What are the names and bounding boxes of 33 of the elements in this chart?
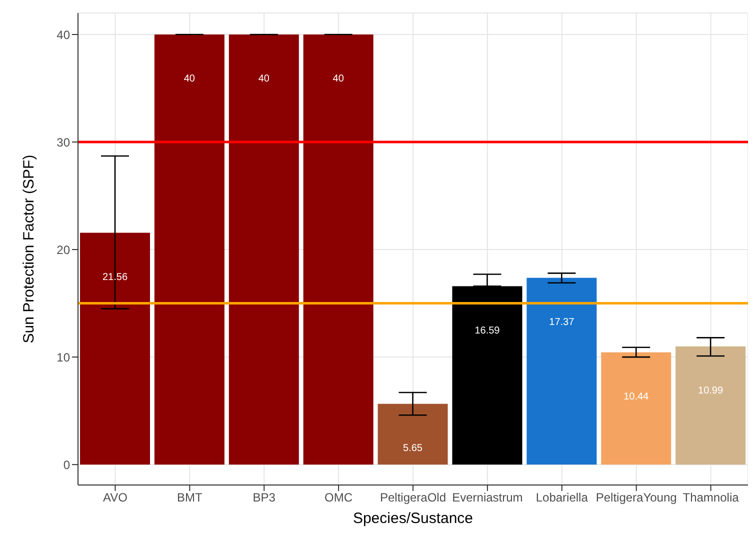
bar — [80, 232, 150, 465]
bar — [303, 34, 374, 465]
y-tick-label: 40 — [56, 28, 70, 42]
data-label: 40 — [258, 74, 270, 85]
x-tick-label: Everniastrum — [452, 490, 523, 505]
data-label: 17.37 — [549, 316, 575, 328]
x-axis-title: Species/Sustance — [352, 510, 474, 527]
x-tick-label: BMT — [176, 490, 203, 505]
bar — [378, 404, 448, 465]
y-tick-label: 30 — [56, 135, 70, 150]
y-tick-label: 0 — [63, 458, 70, 472]
data-label: 10.99 — [698, 386, 724, 397]
data-label: 40 — [332, 74, 344, 85]
data-label: 21.56 — [102, 272, 128, 283]
y-axis-title: Sun Protection Factor (SPF) — [20, 154, 38, 344]
bar — [601, 352, 672, 465]
x-tick-label: AVO — [102, 490, 128, 505]
x-tick-label: BP3 — [252, 490, 276, 505]
data-label: 10.44 — [624, 391, 650, 402]
data-label: 16.59 — [474, 325, 500, 336]
x-tick-label: OMC — [324, 490, 353, 505]
bar — [676, 346, 746, 465]
x-tick-label: PeltigeraYoung — [596, 490, 677, 505]
bar — [154, 34, 224, 465]
bar — [228, 34, 299, 465]
x-tick-label: Lobariella — [536, 490, 588, 505]
data-label: 5.65 — [403, 442, 423, 454]
y-tick-label: 20 — [56, 242, 70, 257]
x-tick-label: Thamnolia — [682, 490, 740, 505]
y-tick-label: 10 — [56, 350, 70, 364]
data-label: 40 — [184, 74, 196, 85]
x-tick-label: PeltigeraOld — [380, 490, 446, 505]
bar — [526, 278, 597, 465]
